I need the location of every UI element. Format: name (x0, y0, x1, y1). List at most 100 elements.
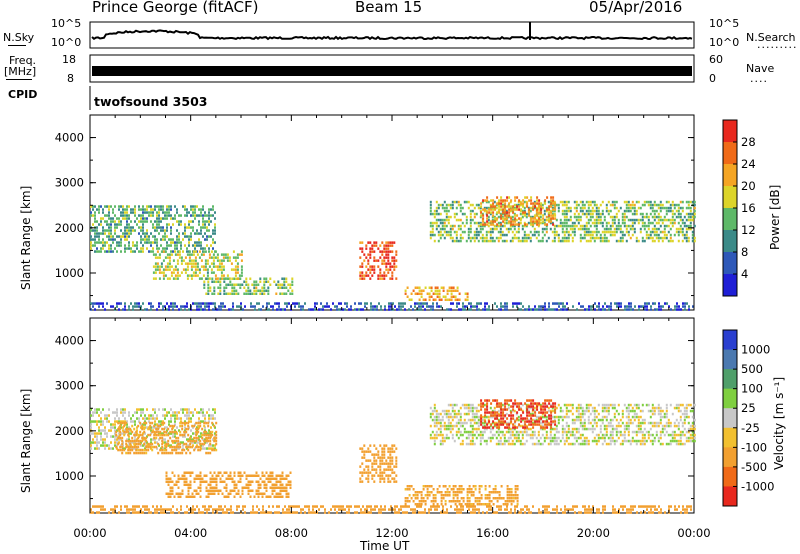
echo-cell (693, 224, 696, 228)
echo-cell (548, 305, 550, 308)
echo-cell (100, 432, 102, 435)
echo-cell (646, 305, 648, 308)
echo-cell (140, 250, 142, 253)
echo-cell (435, 421, 438, 425)
echo-cell (470, 503, 473, 506)
echo-cell (579, 403, 582, 407)
echo-cell (546, 196, 549, 199)
echo-cell (119, 448, 122, 452)
echo-cell (509, 442, 512, 446)
echo-cell (595, 206, 598, 210)
echo-cell (557, 239, 560, 243)
echo-cell (595, 230, 598, 234)
echo-cell (186, 277, 189, 280)
echo-cell (460, 491, 463, 494)
echo-cell (176, 441, 178, 444)
echo-cell (655, 230, 658, 234)
echo-cell (549, 227, 552, 231)
echo-cell (507, 430, 510, 434)
echo-cell (152, 211, 154, 214)
echo-cell (631, 233, 634, 237)
echo-cell (453, 224, 456, 228)
echo-cell (519, 209, 522, 213)
echo-cell (469, 433, 472, 437)
echo-cell (503, 239, 506, 243)
echo-cell (467, 227, 470, 231)
echo-cell (218, 265, 221, 268)
echo-cell (363, 274, 366, 277)
echo-cell (366, 302, 368, 305)
echo-cell (515, 412, 518, 416)
echo-cell (391, 244, 394, 247)
echo-cell (508, 491, 511, 494)
echo-cell (544, 302, 546, 305)
echo-cell (523, 421, 526, 425)
echo-cell (102, 408, 104, 411)
echo-cell (577, 406, 580, 410)
echo-cell (225, 283, 228, 286)
echo-cell (191, 439, 194, 443)
echo-cell (338, 308, 340, 311)
echo-cell (192, 438, 194, 441)
echo-cell (514, 214, 517, 217)
echo-cell (647, 224, 650, 228)
echo-cell (164, 214, 166, 217)
echo-cell (188, 253, 191, 256)
echo-cell (155, 433, 158, 437)
echo-cell (473, 406, 476, 410)
echo-cell (420, 500, 423, 503)
echo-cell (346, 302, 348, 305)
echo-cell (431, 412, 434, 416)
echo-cell (509, 418, 512, 422)
echo-cell (533, 430, 536, 434)
echo-cell (227, 292, 230, 295)
echo-cell (439, 421, 442, 425)
echo-cell (485, 421, 488, 425)
echo-cell (126, 226, 128, 229)
echo-cell (196, 244, 198, 247)
echo-cell (677, 209, 680, 213)
echo-cell (471, 406, 474, 410)
echo-cell (577, 418, 580, 422)
echo-cell (139, 442, 142, 446)
echo-cell (511, 239, 514, 243)
echo-cell (589, 200, 592, 204)
echo-cell (416, 497, 419, 500)
echo-cell (557, 415, 560, 419)
echo-cell (687, 239, 690, 243)
echo-cell (525, 233, 528, 237)
echo-cell (595, 203, 598, 207)
echo-cell (380, 305, 382, 308)
echo-cell (192, 414, 194, 417)
echo-cell (157, 430, 160, 434)
echo-cell (637, 206, 640, 210)
echo-cell (458, 298, 461, 301)
echo-cell (493, 215, 496, 219)
echo-cell (208, 211, 210, 214)
echo-cell (203, 442, 206, 446)
echo-cell (157, 433, 160, 437)
echo-cell (537, 430, 540, 434)
echo-cell (539, 436, 542, 440)
echo-cell (563, 215, 566, 219)
echo-cell (447, 409, 450, 413)
echo-cell (336, 305, 338, 308)
echo-cell (555, 203, 558, 207)
echo-cell (223, 495, 226, 498)
echo-cell (514, 199, 517, 202)
echo-cell (579, 406, 582, 410)
echo-cell (175, 436, 178, 440)
echo-cell (247, 289, 250, 292)
echo-cell (358, 302, 360, 305)
echo-cell (207, 495, 210, 498)
echo-cell (441, 218, 444, 222)
echo-cell (158, 268, 161, 271)
echo-cell (561, 430, 564, 434)
noise-tick-left-top: 10^5 (51, 17, 81, 30)
echo-cell (373, 244, 376, 247)
echo-cell (484, 208, 487, 211)
echo-cell (503, 406, 506, 410)
echo-cell (618, 302, 620, 305)
echo-cell (539, 418, 542, 422)
echo-cell (538, 223, 541, 226)
